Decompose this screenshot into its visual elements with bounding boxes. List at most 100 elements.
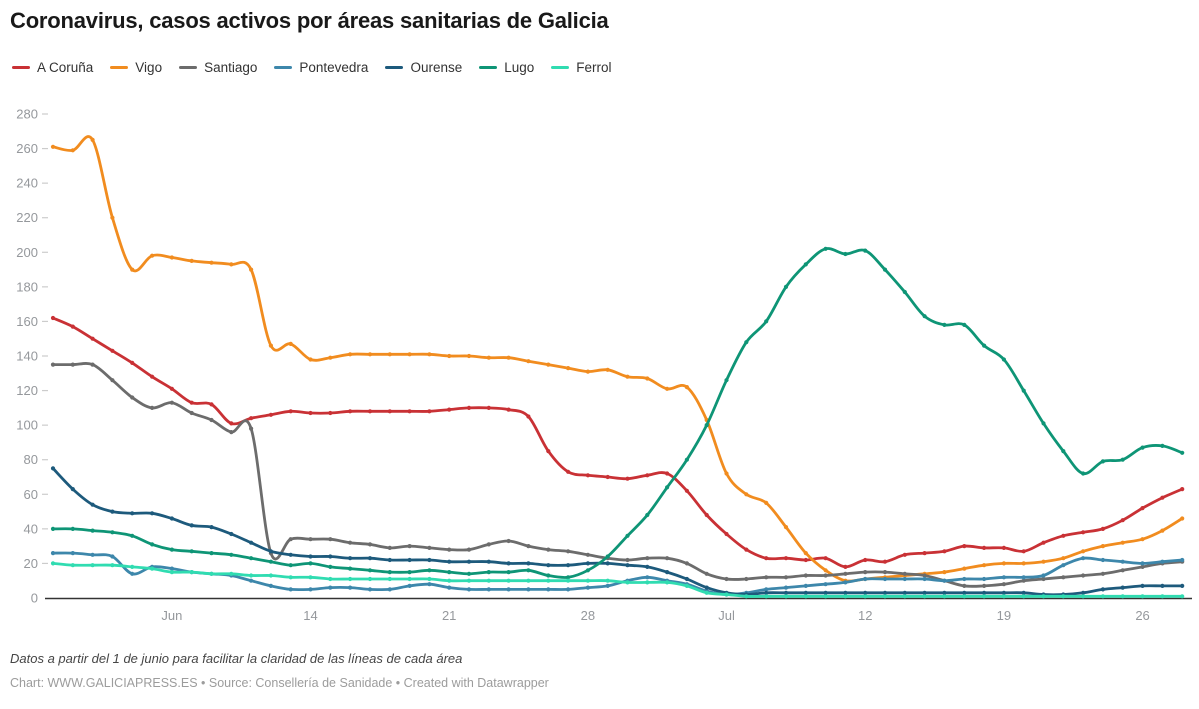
series-point-a-coru-a [1001,545,1007,551]
series-point-ourense [625,563,630,568]
series-point-a-coru-a [546,449,551,454]
y-axis-label: 200 [16,245,38,260]
series-point-a-coru-a [1160,495,1165,500]
series-point-santiago [764,575,769,580]
series-point-lugo [625,533,630,538]
series-line-pontevedra [51,551,1184,596]
series-point-pontevedra [546,587,551,592]
series-point-ferrol [1001,594,1007,599]
series-point-lugo [546,573,551,578]
series-point-vigo [407,352,412,357]
series-point-vigo [466,353,472,359]
series-point-santiago [288,537,293,542]
series-point-ferrol [1120,594,1125,599]
series-point-ferrol [268,573,273,578]
series-point-a-coru-a [150,374,155,379]
series-point-lugo [803,262,808,267]
series-point-a-coru-a [605,474,610,480]
series-point-pontevedra [50,551,56,556]
series-point-pontevedra [110,554,115,559]
series-point-santiago [803,573,808,578]
series-point-ourense [684,576,690,582]
series-point-vigo [268,343,273,348]
series-point-ferrol [526,578,531,583]
series-point-ourense [486,559,491,564]
x-axis-label: 14 [303,608,317,623]
series-point-vigo [229,262,234,267]
series-point-santiago [962,583,967,589]
series-point-ourense [665,570,670,575]
series-point-lugo [1061,449,1066,454]
series-point-ourense [110,509,115,514]
series-point-santiago [90,362,95,367]
legend-swatch-icon [110,66,129,69]
series-point-a-coru-a [665,471,670,476]
series-point-ourense [605,561,610,566]
series-point-lugo [882,267,888,272]
series-point-ferrol [645,580,650,585]
series-point-pontevedra [348,585,353,590]
y-axis-label: 0 [31,591,38,606]
series-point-lugo [645,512,650,518]
series-point-ourense [229,531,234,537]
series-point-ferrol [1100,594,1105,599]
series-point-lugo [1120,457,1125,462]
series-point-vigo [942,570,947,575]
series-point-ourense [1021,590,1026,595]
series-point-pontevedra [863,576,868,582]
series-point-lugo [1021,388,1026,393]
series-point-pontevedra [962,576,967,582]
series-point-santiago [348,540,353,545]
series-point-a-coru-a [1061,533,1066,538]
series-point-vigo [1081,549,1086,554]
series-point-ferrol [546,578,551,583]
series-point-a-coru-a [1140,506,1145,511]
series-point-pontevedra [585,585,591,590]
series-point-santiago [724,576,729,582]
series-point-santiago [526,544,531,549]
series-point-lugo [1140,445,1145,450]
footer-credit: Chart: WWW.GALICIAPRESS.ES • Source: Con… [10,676,549,690]
series-point-a-coru-a [189,400,194,405]
series-point-pontevedra [328,585,333,590]
series-point-ourense [1140,583,1145,589]
series-point-ferrol [823,594,828,599]
series-point-pontevedra [90,552,95,557]
footer-note: Datos a partir del 1 de junio para facil… [10,651,463,666]
series-point-ourense [328,554,333,559]
series-point-a-coru-a [209,402,214,407]
series-point-ferrol [863,594,868,599]
legend-item: Lugo [479,60,534,75]
series-point-vigo [744,492,749,497]
series-point-ourense [942,590,947,595]
series-point-ferrol [387,576,392,582]
series-point-ferrol [882,594,888,599]
series-point-ourense [50,466,56,471]
series-point-santiago [407,544,412,549]
page-title: Coronavirus, casos activos por áreas san… [10,8,609,33]
series-point-lugo [1180,450,1185,455]
series-point-ourense [882,590,888,595]
series-point-a-coru-a [308,410,313,416]
series-point-vigo [150,253,155,258]
x-axis-label: 26 [1135,608,1149,623]
series-point-santiago [902,571,907,576]
series-point-ferrol [1180,594,1185,599]
series-point-lugo [150,542,155,547]
y-axis-label: 220 [16,210,38,225]
series-point-a-coru-a [387,409,392,414]
series-point-ourense [566,563,571,568]
x-axis-label: Jul [718,608,735,623]
series-point-ferrol [229,571,234,576]
series-point-santiago [823,573,828,578]
series-point-lugo [427,568,432,573]
series-point-ferrol [665,580,670,585]
legend-item: Ourense [385,60,462,75]
series-point-ferrol [1041,594,1046,599]
series-point-ourense [1100,587,1105,592]
series-point-pontevedra [1001,575,1007,580]
series-point-lugo [526,568,531,573]
series-point-santiago [982,583,987,589]
series-point-ferrol [50,561,56,566]
series-point-a-coru-a [70,324,75,329]
